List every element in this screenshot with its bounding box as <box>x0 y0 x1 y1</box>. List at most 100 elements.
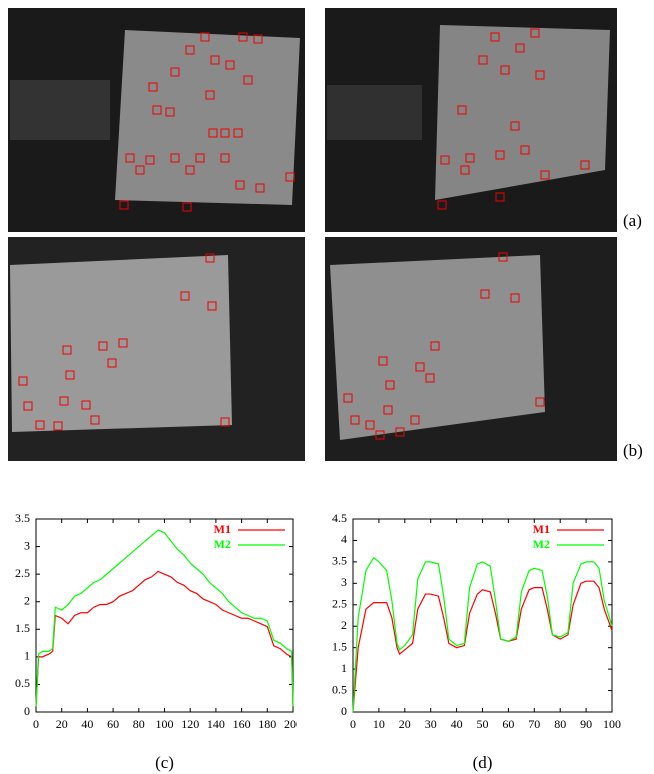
x-tick-label: 80 <box>554 717 566 731</box>
feature-box <box>580 160 590 170</box>
feature-box <box>498 252 508 262</box>
poster <box>330 255 545 440</box>
feature-box <box>285 172 295 182</box>
feature-box <box>535 397 545 407</box>
feature-box <box>255 183 265 193</box>
panel-label: (a) <box>623 211 642 230</box>
feature-box <box>200 32 210 42</box>
feature-box <box>170 67 180 77</box>
feature-box <box>208 128 218 138</box>
x-tick-label: 200 <box>284 717 302 731</box>
feature-box <box>510 293 520 303</box>
x-tick-label: 0 <box>33 717 39 731</box>
poster <box>10 255 232 432</box>
feature-box <box>430 341 440 351</box>
y-tick-label: 1 <box>24 649 30 663</box>
feature-box <box>530 28 540 38</box>
feature-box <box>395 427 405 437</box>
legend-label: M1 <box>214 522 231 536</box>
feature-box <box>535 70 545 80</box>
x-tick-label: 160 <box>233 717 251 731</box>
feature-box <box>233 128 243 138</box>
feature-box <box>81 400 91 410</box>
feature-box <box>135 165 145 175</box>
feature-box <box>378 356 388 366</box>
x-tick-label: 140 <box>207 717 225 731</box>
feature-box <box>185 165 195 175</box>
feature-box <box>478 55 488 65</box>
photos <box>8 8 617 461</box>
x-tick-label: 50 <box>477 717 489 731</box>
legend-label: M1 <box>533 522 550 536</box>
feature-box <box>437 200 447 210</box>
y-tick-label: 2 <box>341 618 347 632</box>
feature-box <box>125 153 135 163</box>
feature-box <box>225 60 235 70</box>
feature-box <box>205 90 215 100</box>
feature-box <box>253 34 263 44</box>
feature-box <box>495 192 505 202</box>
feature-box <box>195 153 205 163</box>
y-tick-label: 3.5 <box>15 511 30 525</box>
feature-box <box>375 430 385 440</box>
feature-box <box>23 401 33 411</box>
feature-box <box>98 341 108 351</box>
feature-box <box>465 153 475 163</box>
feature-box <box>510 121 520 131</box>
y-tick-label: 1.5 <box>332 639 347 653</box>
feature-box <box>220 417 230 427</box>
x-tick-label: 0 <box>350 717 356 731</box>
feature-box <box>425 373 435 383</box>
feature-box <box>182 202 192 212</box>
series-line <box>35 570 294 707</box>
x-tick-label: 100 <box>603 717 621 731</box>
feature-box <box>515 43 525 53</box>
feature-box <box>500 65 510 75</box>
x-tick-label: 100 <box>156 717 174 731</box>
x-tick-label: 120 <box>181 717 199 731</box>
feature-box <box>220 128 230 138</box>
x-tick-label: 20 <box>56 717 68 731</box>
y-tick-label: 4 <box>341 532 347 546</box>
x-tick-label: 40 <box>451 717 463 731</box>
feature-box <box>180 291 190 301</box>
x-tick-label: 70 <box>528 717 540 731</box>
x-tick-label: 60 <box>107 717 119 731</box>
series-line <box>35 529 294 707</box>
legend-label: M2 <box>214 537 231 551</box>
feature-box <box>152 105 162 115</box>
feature-box <box>365 420 375 430</box>
feature-box <box>415 362 425 372</box>
feature-box <box>148 82 158 92</box>
x-tick-label: 30 <box>425 717 437 731</box>
feature-box <box>35 420 45 430</box>
feature-box <box>107 358 117 368</box>
feature-box <box>540 170 550 180</box>
plot-frame <box>352 518 613 713</box>
y-tick-label: 1.5 <box>15 621 30 635</box>
chart: 0 0.5 1 1.5 2 2.5 3 3.5 4 4.5 0 10 20 30 40 50 60 70 80 90 1… <box>332 511 621 731</box>
y-tick-label: 2.5 <box>332 597 347 611</box>
y-tick-label: 2 <box>24 593 30 607</box>
x-tick-label: 90 <box>580 717 592 731</box>
object <box>327 85 422 140</box>
feature-box <box>343 393 353 403</box>
feature-box <box>90 415 100 425</box>
panel-label: (d) <box>473 753 493 772</box>
panel-label: (c) <box>155 753 174 772</box>
feature-box <box>18 376 28 386</box>
feature-box <box>53 421 63 431</box>
feature-box <box>495 150 505 160</box>
feature-box <box>185 45 195 55</box>
feature-box <box>457 105 467 115</box>
feature-box <box>460 165 470 175</box>
legend-label: M2 <box>533 537 550 551</box>
y-tick-label: 2.5 <box>15 566 30 580</box>
y-tick-label: 3 <box>24 538 30 552</box>
feature-box <box>59 396 69 406</box>
x-tick-label: 60 <box>502 717 514 731</box>
feature-box <box>410 415 420 425</box>
feature-box <box>235 180 245 190</box>
